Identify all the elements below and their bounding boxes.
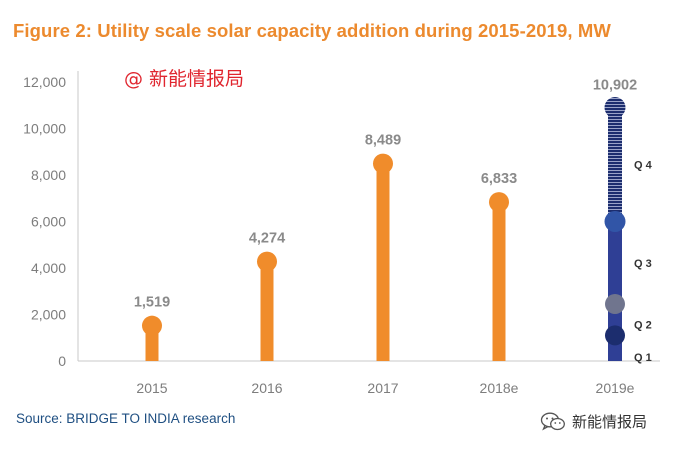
- y-tick-label: 10,000: [23, 121, 66, 137]
- source-note: Source: BRIDGE TO INDIA research: [16, 411, 236, 426]
- bar-marker: [373, 153, 393, 174]
- bar-marker: [489, 192, 509, 213]
- y-tick-label: 8,000: [31, 167, 66, 183]
- y-tick-label: 12,000: [23, 74, 66, 90]
- watermark-bottom: 新能情报局: [540, 411, 647, 432]
- data-label: 10,902: [593, 78, 637, 94]
- data-label: 8,489: [365, 133, 401, 149]
- x-tick-label: 2016: [251, 380, 282, 396]
- q1-marker: [605, 325, 625, 346]
- watermark-bottom-text: 新能情报局: [572, 413, 648, 431]
- quarter-label: Q 4: [634, 160, 653, 172]
- data-label: 1,519: [134, 295, 170, 311]
- y-tick-label: 6,000: [31, 214, 66, 230]
- x-tick-label: 2019e: [596, 380, 635, 396]
- quarter-label: Q 1: [634, 352, 652, 364]
- bar: [260, 261, 274, 361]
- x-tick-label: 2018e: [480, 380, 519, 396]
- x-tick-label: 2015: [136, 380, 167, 396]
- q4-marker: [604, 97, 626, 119]
- q2-marker: [605, 294, 625, 315]
- y-tick-label: 0: [58, 353, 66, 369]
- q3-marker: [604, 211, 626, 232]
- y-tick-label: 4,000: [31, 260, 66, 276]
- x-tick-label: 2017: [367, 380, 398, 396]
- wechat-icon: [540, 412, 565, 430]
- data-label: 4,274: [249, 231, 285, 247]
- bar-marker: [257, 251, 277, 272]
- quarter-label: Q 2: [634, 320, 652, 332]
- watermark-top: @ 新能情报局: [124, 68, 245, 90]
- data-label: 6,833: [481, 171, 517, 187]
- bar-marker: [142, 315, 162, 336]
- bar-2019e-upper: [608, 107, 622, 222]
- quarter-label: Q 3: [634, 258, 652, 270]
- bar: [492, 202, 506, 361]
- y-tick-label: 2,000: [31, 307, 66, 323]
- chart-title: Figure 2: Utility scale solar capacity a…: [13, 20, 611, 41]
- bar: [376, 163, 390, 361]
